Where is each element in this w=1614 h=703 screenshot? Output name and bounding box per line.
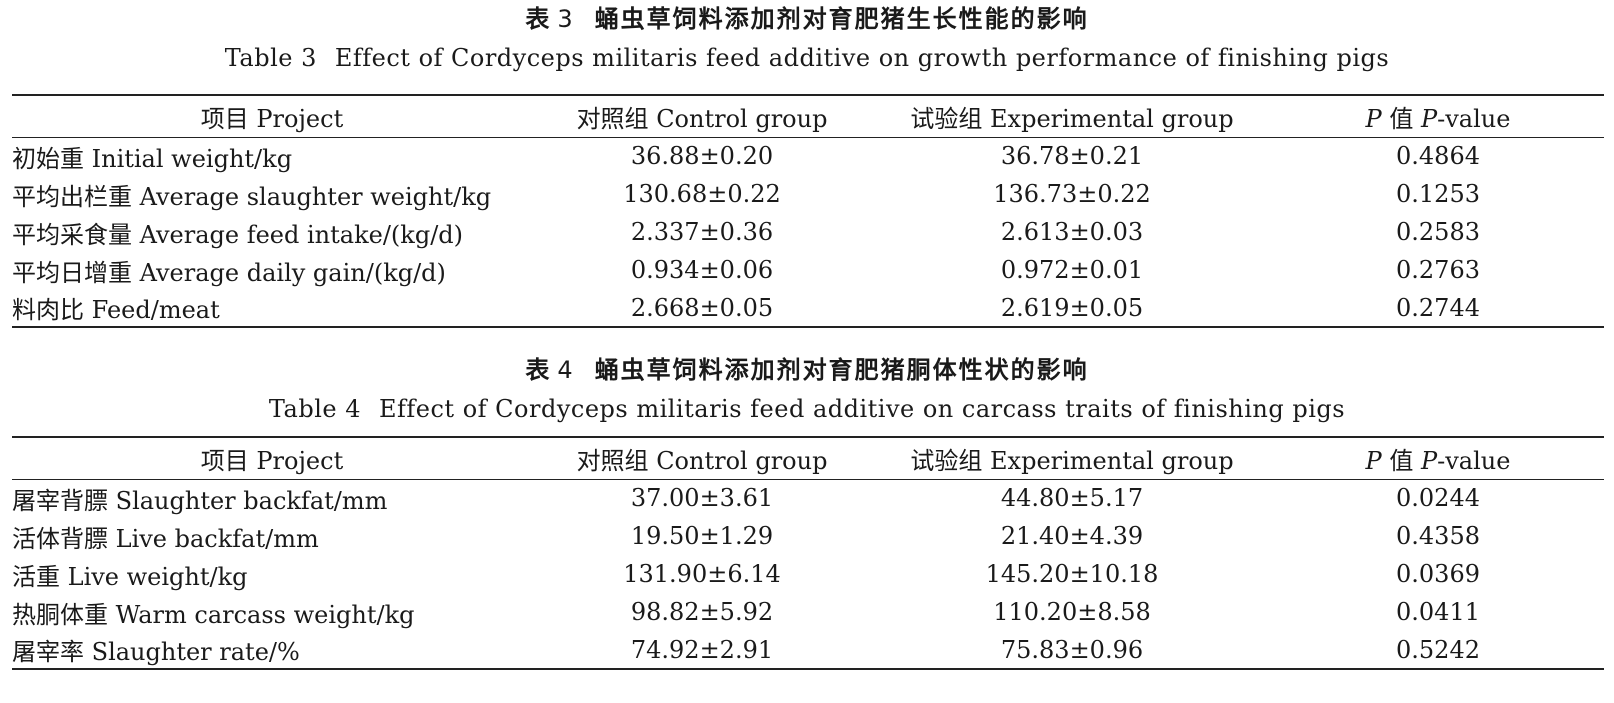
- row-item: 平均出栏重 Average slaughter weight/kg: [12, 182, 492, 211]
- row-experimental-value: 21.40±4.39: [1000, 522, 1144, 550]
- table-4-cn-title: 蛹虫草饲料添加剂对育肥猪胴体性状的影响: [594, 356, 1089, 384]
- header-p-symbol: P: [1365, 446, 1382, 475]
- row-p-value: 0.4864: [1396, 142, 1480, 171]
- table-4-en-label: Table 4: [268, 395, 361, 423]
- row-experimental-value: 2.613±0.03: [1000, 218, 1144, 246]
- row-p-value: 0.0369: [1396, 560, 1480, 588]
- row-control-value: 2.337±0.36: [630, 218, 774, 246]
- row-experimental-value: 110.20±8.58: [993, 598, 1151, 626]
- table-row: 屠宰率 Slaughter rate/% 74.92±2.91 75.83±0.…: [12, 631, 1604, 670]
- header-p-suffix: -value: [1437, 446, 1511, 475]
- row-p-value: 0.2744: [1272, 289, 1604, 328]
- row-p-value: 0.5242: [1272, 631, 1604, 670]
- header-project: 项目 Project: [12, 436, 532, 480]
- table-3-cn-label: 表: [525, 5, 552, 33]
- table-3-en-title: Effect of Cordyceps militaris feed addit…: [334, 44, 1390, 72]
- table-row: 平均日增重 Average daily gain/(kg/d) 0.934±0.…: [12, 251, 1604, 289]
- row-p-value: 0.0244: [1396, 484, 1480, 513]
- header-p-symbol-2: P: [1420, 446, 1438, 475]
- table-4: 项目 Project 对照组 Control group 试验组 Experim…: [12, 436, 1604, 670]
- table-row: 平均出栏重 Average slaughter weight/kg 130.68…: [12, 175, 1604, 213]
- header-experimental-group: 试验组 Experimental group: [872, 94, 1272, 138]
- table-3: 项目 Project 对照组 Control group 试验组 Experim…: [12, 94, 1604, 328]
- table-4-block: 表 4 蛹虫草饲料添加剂对育肥猪胴体性状的影响 Table 4 Effect of C…: [0, 351, 1614, 670]
- row-item: 活重 Live weight/kg: [12, 562, 248, 591]
- table-row: 屠宰背膘 Slaughter backfat/mm 37.00±3.61 44.…: [12, 479, 1604, 517]
- table-4-chinese-caption: 表 4 蛹虫草饲料添加剂对育肥猪胴体性状的影响: [0, 351, 1614, 389]
- table-3-cn-title: 蛹虫草饲料添加剂对育肥猪生长性能的影响: [594, 5, 1089, 33]
- row-p-value: 0.0411: [1396, 598, 1480, 626]
- row-control-value: 130.68±0.22: [623, 180, 781, 208]
- table-row: 料肉比 Feed/meat 2.668±0.05 2.619±0.05 0.27…: [12, 289, 1604, 328]
- row-item: 热胴体重 Warm carcass weight/kg: [12, 600, 415, 629]
- row-control-value: 19.50±1.29: [630, 522, 774, 550]
- table-row: 活重 Live weight/kg 131.90±6.14 145.20±10.…: [12, 555, 1604, 593]
- table-3-block: 表 3 蛹虫草饲料添加剂对育肥猪生长性能的影响 Table 3 Effect of C…: [0, 0, 1614, 328]
- row-p-value: 0.2763: [1396, 256, 1480, 284]
- table-row: 平均采食量 Average feed intake/(kg/d) 2.337±0…: [12, 213, 1604, 251]
- table-4-english-caption: Table 4 Effect of Cordyceps militaris fee…: [0, 389, 1614, 433]
- table-3-chinese-caption: 表 3 蛹虫草饲料添加剂对育肥猪生长性能的影响: [0, 0, 1614, 38]
- table-row: 热胴体重 Warm carcass weight/kg 98.82±5.92 1…: [12, 593, 1604, 631]
- header-p-value: P 值 P-value: [1272, 436, 1604, 480]
- row-experimental-value: 2.619±0.05: [872, 289, 1272, 328]
- row-experimental-value: 36.78±0.21: [1000, 142, 1144, 171]
- row-p-value: 0.2583: [1396, 218, 1480, 246]
- row-item: 料肉比 Feed/meat: [12, 289, 532, 328]
- row-control-value: 37.00±3.61: [630, 484, 774, 513]
- header-p-symbol-2: P: [1420, 104, 1438, 133]
- table-3-english-caption: Table 3 Effect of Cordyceps militaris fee…: [0, 38, 1614, 82]
- row-control-value: 2.668±0.05: [532, 289, 872, 328]
- row-item: 平均采食量 Average feed intake/(kg/d): [12, 220, 464, 249]
- row-control-value: 0.934±0.06: [630, 256, 774, 284]
- header-control-group: 对照组 Control group: [532, 94, 872, 138]
- row-item: 平均日增重 Average daily gain/(kg/d): [12, 258, 446, 287]
- row-item: 屠宰背膘 Slaughter backfat/mm: [12, 486, 388, 515]
- table-row: 初始重 Initial weight/kg 36.88±0.20 36.78±0…: [12, 137, 1604, 175]
- table-4-cn-number: 4: [557, 356, 575, 384]
- row-control-value: 131.90±6.14: [623, 560, 781, 588]
- row-control-value: 98.82±5.92: [630, 598, 774, 626]
- row-experimental-value: 145.20±10.18: [985, 560, 1159, 588]
- row-experimental-value: 75.83±0.96: [872, 631, 1272, 670]
- header-p-value: P 值 P-value: [1272, 94, 1604, 138]
- row-p-value: 0.4358: [1396, 522, 1480, 550]
- table-row: 活体背膘 Live backfat/mm 19.50±1.29 21.40±4.…: [12, 517, 1604, 555]
- row-p-value: 0.1253: [1396, 180, 1480, 208]
- table-3-header-row: 项目 Project 对照组 Control group 试验组 Experim…: [12, 94, 1604, 138]
- table-4-header-row: 项目 Project 对照组 Control group 试验组 Experim…: [12, 436, 1604, 480]
- row-item: 初始重 Initial weight/kg: [12, 144, 293, 173]
- header-control-group: 对照组 Control group: [532, 436, 872, 480]
- table-4-en-title: Effect of Cordyceps militaris feed addit…: [379, 395, 1346, 423]
- header-p-cn: 值: [1381, 446, 1421, 475]
- header-p-cn: 值: [1381, 104, 1421, 133]
- row-item: 屠宰率 Slaughter rate/%: [12, 631, 532, 670]
- row-item: 活体背膘 Live backfat/mm: [12, 524, 319, 553]
- row-control-value: 74.92±2.91: [532, 631, 872, 670]
- header-experimental-group: 试验组 Experimental group: [872, 436, 1272, 480]
- table-3-en-label: Table 3: [224, 44, 317, 72]
- header-p-symbol: P: [1365, 104, 1382, 133]
- table-3-cn-number: 3: [557, 5, 575, 33]
- row-experimental-value: 44.80±5.17: [1000, 484, 1144, 513]
- row-control-value: 36.88±0.20: [630, 142, 774, 171]
- row-experimental-value: 136.73±0.22: [993, 180, 1151, 208]
- header-project: 项目 Project: [12, 94, 532, 138]
- header-p-suffix: -value: [1437, 104, 1511, 133]
- table-4-cn-label: 表: [525, 356, 552, 384]
- row-experimental-value: 0.972±0.01: [1000, 256, 1144, 284]
